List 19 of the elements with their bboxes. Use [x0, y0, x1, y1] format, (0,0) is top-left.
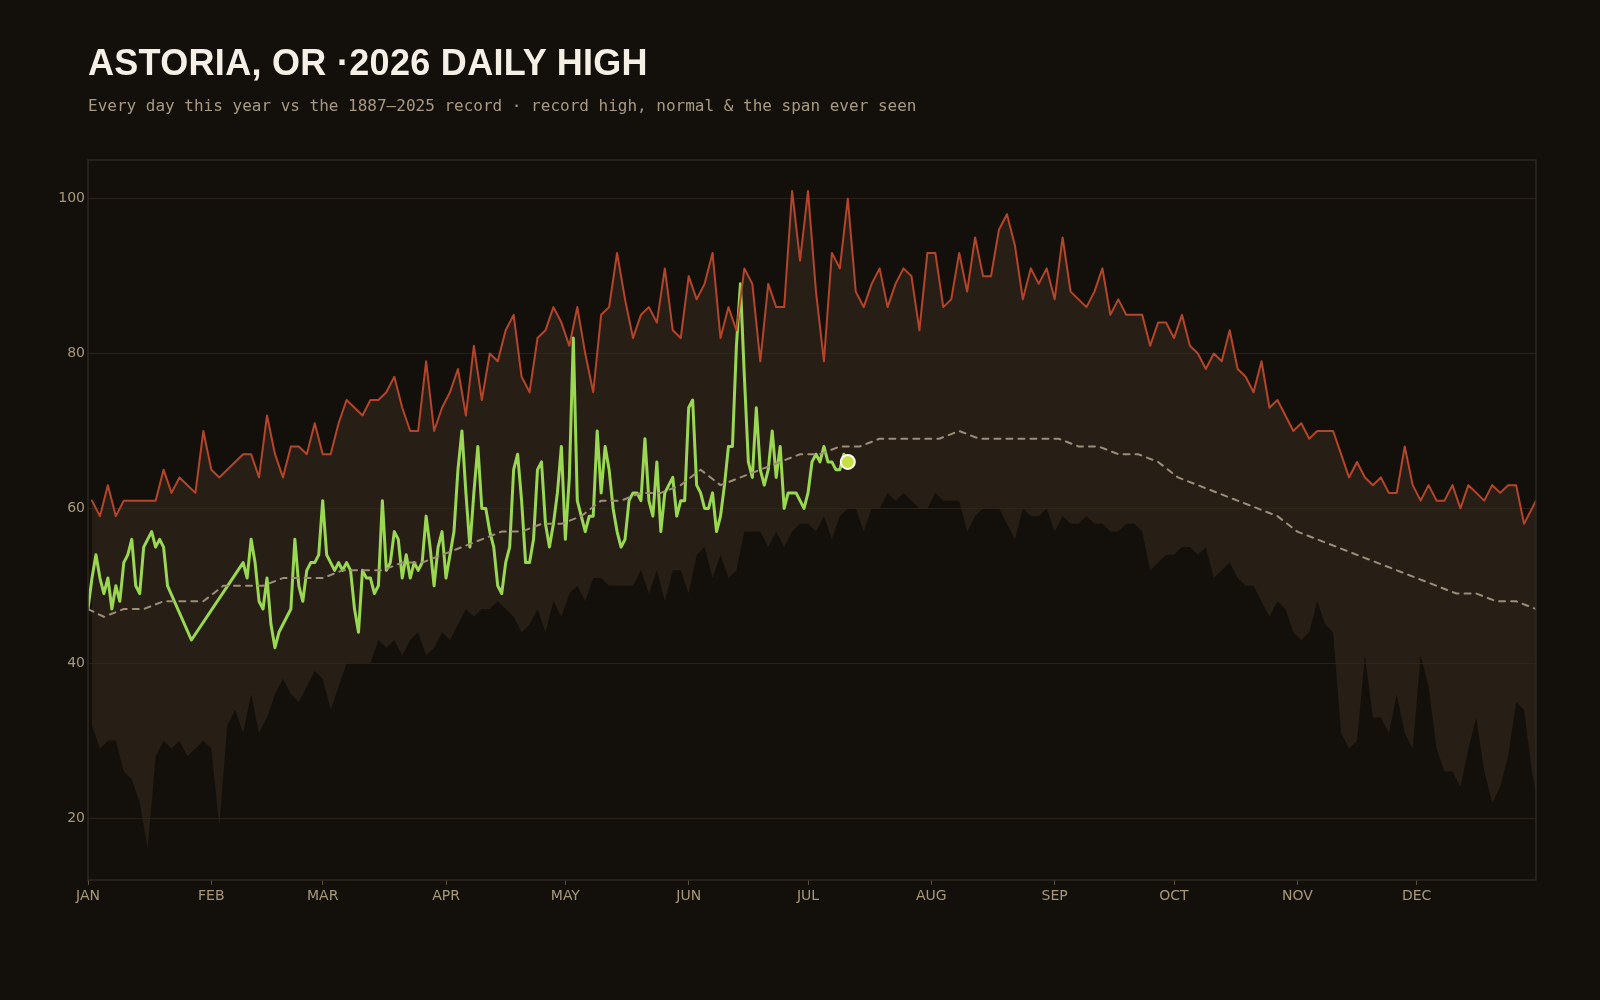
x-tick-label: JUL — [795, 887, 820, 904]
x-tick-label: APR — [432, 887, 461, 904]
x-tick-label: JUN — [675, 887, 702, 904]
x-tick-label: MAR — [307, 887, 339, 904]
y-tick-label: 20 — [67, 808, 85, 825]
x-tick-label: MAY — [550, 887, 581, 904]
x-tick-label: DEC — [1401, 887, 1432, 904]
x-tick-label: SEP — [1041, 887, 1068, 904]
y-tick-label: 100 — [58, 189, 85, 206]
y-tick-label: 80 — [67, 344, 85, 361]
x-tick-label: OCT — [1159, 887, 1190, 904]
y-tick-label: 60 — [67, 499, 85, 516]
x-tick-label: AUG — [916, 887, 947, 904]
x-tick-label: NOV — [1281, 887, 1314, 904]
chart-title: ASTORIA, OR ·2026 DAILY HIGH — [88, 42, 648, 84]
y-tick-label: 40 — [67, 653, 85, 670]
x-tick-label: FEB — [198, 887, 225, 904]
x-tick-label: JAN — [75, 887, 100, 904]
chart-subtitle: Every day this year vs the 1887–2025 record · record high, normal & the span ever seen — [88, 96, 917, 115]
